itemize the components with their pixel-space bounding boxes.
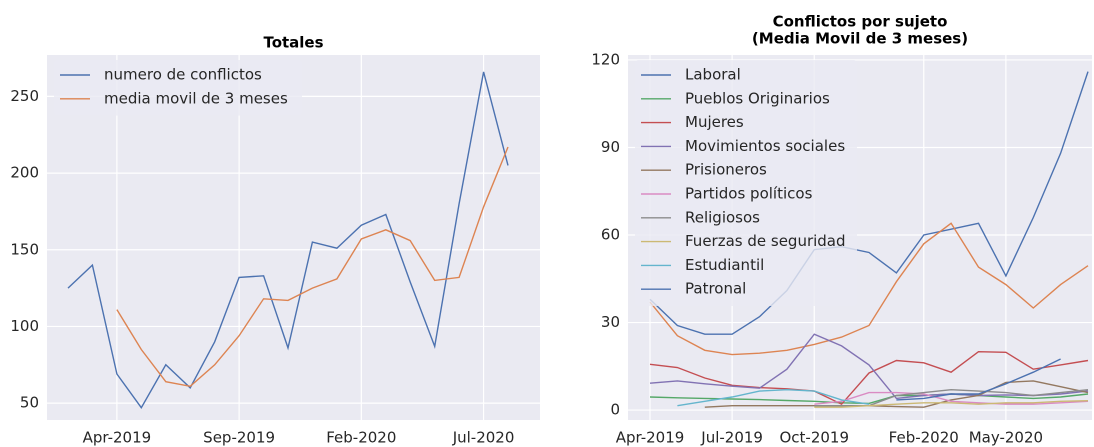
series-line	[896, 358, 1061, 401]
y-tick-label: 120	[591, 50, 620, 68]
legend-label: Religiosos	[685, 208, 760, 226]
legend-label: numero de conflictos	[104, 66, 262, 84]
legend-label: Patronal	[685, 280, 746, 298]
chart-title: Conflictos por sujeto	[773, 13, 948, 31]
x-tick-label: Oct-2019	[779, 429, 849, 447]
y-tick-label: 250	[10, 87, 39, 105]
y-tick-label: 60	[601, 226, 620, 244]
y-tick-label: 150	[10, 240, 39, 258]
legend-label: Pueblos Originarios	[685, 89, 830, 107]
x-tick-label: Feb-2020	[889, 429, 959, 447]
y-tick-label: 30	[601, 313, 620, 331]
y-tick-label: 200	[10, 164, 39, 182]
series-line	[649, 222, 1089, 356]
x-tick-label: Feb-2020	[326, 429, 396, 447]
plot-area	[47, 55, 540, 420]
y-tick-label: 90	[601, 138, 620, 156]
x-tick-label: Apr-2019	[616, 429, 685, 447]
y-tick-label: 100	[10, 317, 39, 335]
y-tick-label: 50	[20, 394, 39, 412]
legend-label: Fuerzas de seguridad	[685, 232, 846, 250]
chart-title: Totales	[263, 34, 323, 52]
legend-label: Mujeres	[685, 113, 744, 131]
legend-box	[635, 60, 857, 306]
series-line	[649, 333, 1089, 400]
series-line	[814, 400, 1089, 408]
series-line	[649, 71, 1089, 335]
series-line	[649, 350, 1089, 406]
x-tick-label: May-2020	[969, 429, 1043, 447]
legend-label: Movimientos sociales	[685, 137, 845, 155]
x-tick-label: Jul-2020	[452, 429, 515, 447]
y-tick-label: 0	[610, 401, 620, 419]
x-tick-label: Apr-2019	[83, 429, 152, 447]
series-line	[116, 146, 509, 388]
legend-label: media movil de 3 meses	[104, 89, 288, 107]
x-tick-label: Jul-2019	[700, 429, 763, 447]
x-tick-label: Sep-2019	[203, 429, 275, 447]
legend-box	[54, 60, 302, 116]
chart-title: (Media Movil de 3 meses)	[752, 30, 968, 48]
series-line	[67, 71, 509, 409]
series-line	[704, 380, 1089, 408]
series-line	[814, 391, 1089, 405]
legend-label: Partidos políticos	[685, 185, 813, 203]
series-line	[677, 388, 870, 407]
legend-label: Laboral	[685, 66, 741, 84]
legend-label: Prisioneros	[685, 161, 767, 179]
legend-label: Estudiantil	[685, 256, 764, 274]
